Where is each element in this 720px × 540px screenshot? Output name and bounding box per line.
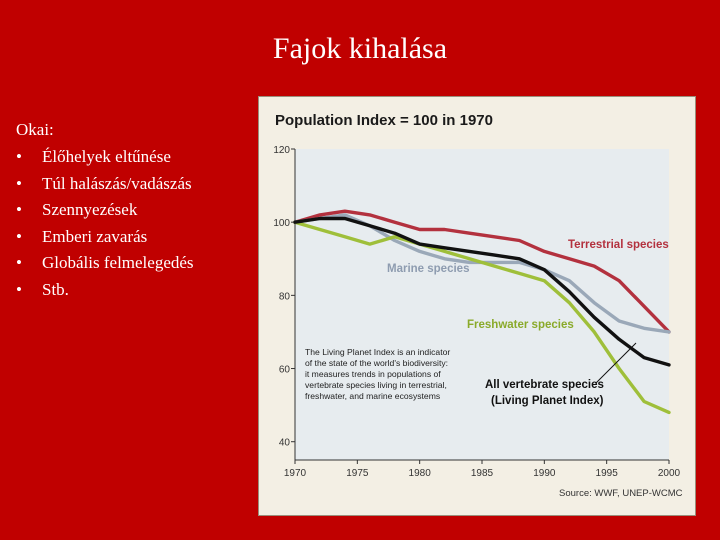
bullet-item: • Stb. xyxy=(16,277,194,304)
all-vertebrate-label-line2: (Living Planet Index) xyxy=(491,395,604,407)
annotation-line: of the state of the world's biodiversity… xyxy=(305,358,448,368)
all-vertebrate-label-line1: All vertebrate species xyxy=(485,379,604,391)
freshwater-series-line xyxy=(293,220,671,415)
freshwater-label: Freshwater species xyxy=(467,319,574,331)
bullet-item: • Globális felmelegedés xyxy=(16,250,194,277)
source-note: Source: WWF, UNEP-WCMC xyxy=(559,488,683,499)
annotation-line: freshwater, and marine ecosystems xyxy=(305,391,440,401)
all-vertebrate-series-line xyxy=(293,216,671,367)
y-tick-label: 80 xyxy=(279,291,291,302)
annotation-line: it measures trends in populations of xyxy=(305,369,441,379)
y-tick-label: 100 xyxy=(273,218,290,229)
bullet-text: Túl halászás/vadászás xyxy=(42,173,192,193)
slide-title: Fajok kihalása xyxy=(272,32,448,65)
population-index-chart: Population Index = 100 in 1970 40 60 80 100… xyxy=(258,96,696,516)
causes-heading: Okai: xyxy=(16,120,54,139)
terrestrial-label: Terrestrial species xyxy=(568,239,669,251)
annotation-line: vertebrate species living in terrestrial… xyxy=(305,380,447,390)
x-tick-label: 1990 xyxy=(533,468,556,479)
y-tick-label: 40 xyxy=(279,438,291,449)
bullet-text: Szennyezések xyxy=(42,200,138,219)
bullet-item: • Túl halászás/vadászás xyxy=(16,171,194,198)
x-tick-label: 1995 xyxy=(596,468,619,479)
x-tick-label: 1970 xyxy=(284,468,307,479)
label-pointer-line xyxy=(595,342,637,384)
bullet-text: Stb. xyxy=(42,279,69,299)
bullet-dot: • xyxy=(16,253,22,272)
y-tick-label: 120 xyxy=(273,145,290,156)
x-tick-label: 1975 xyxy=(346,468,369,479)
x-tick-label: 1980 xyxy=(409,468,432,479)
bullet-dot: • xyxy=(16,147,22,166)
bullet-item: • Élőhelyek eltűnése xyxy=(16,144,194,171)
terrestrial-series-line xyxy=(293,209,671,334)
chart-svg: Population Index = 100 in 1970 40 60 80 100… xyxy=(273,112,683,499)
marine-label: Marine species xyxy=(387,263,469,275)
cause-list: Okai: • Élőhelyek eltűnése • Túl halászás/… xyxy=(16,120,194,303)
bullet-text: Emberi zavarás xyxy=(42,226,148,246)
x-tick-label: 2000 xyxy=(658,468,681,479)
bullet-text: Globális felmelegedés xyxy=(42,253,194,272)
plot-background xyxy=(295,149,669,460)
bullet-item: • Szennyezések xyxy=(16,197,194,224)
y-tick-label: 60 xyxy=(279,365,291,376)
bullet-item: • Emberi zavarás xyxy=(16,224,194,251)
bullet-dot: • xyxy=(16,279,22,299)
bullet-dot: • xyxy=(16,173,22,193)
bullet-dot: • xyxy=(16,226,22,246)
x-tick-label: 1985 xyxy=(471,468,494,479)
chart-title: Population Index = 100 in 1970 xyxy=(275,112,493,129)
bullet-list: • Élőhelyek eltűnése • Túl halászás/vadász… xyxy=(16,144,194,303)
annotation-line: The Living Planet Index is an indicator xyxy=(305,347,450,357)
bullet-dot: • xyxy=(16,200,22,219)
bullet-text: Élőhelyek eltűnése xyxy=(42,147,171,166)
